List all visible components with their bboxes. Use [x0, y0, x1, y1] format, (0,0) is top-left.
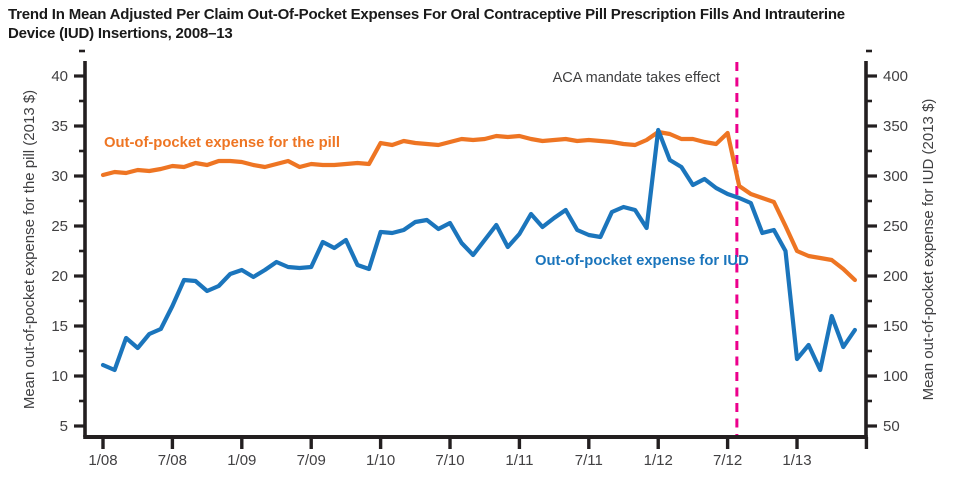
x-tick-label: 1/10: [366, 452, 395, 469]
y-right-axis-title: Mean out-of-pocket expense for IUD (2013…: [920, 99, 937, 401]
pill-series-line: [100, 129, 858, 283]
x-tick-label: 7/09: [297, 452, 326, 469]
y-left-tick-label: 40: [51, 68, 68, 85]
y-left-tick-label: 20: [51, 268, 68, 285]
y-right-tick-label: 250: [883, 218, 908, 235]
x-tick-label: 1/12: [644, 452, 673, 469]
y-right-tick-label: 300: [883, 168, 908, 185]
x-tick-label: 7/10: [435, 452, 464, 469]
x-tick-label: 1/11: [505, 452, 533, 469]
x-tick-label: 1/13: [782, 452, 811, 469]
y-right-tick-label: 150: [883, 318, 908, 335]
x-tick-label: 7/08: [158, 452, 187, 469]
x-tick-label: 7/11: [575, 452, 603, 469]
y-left-tick-label: 5: [60, 418, 68, 435]
y-left-tick-label: 15: [51, 318, 68, 335]
x-tick-label: 7/12: [713, 452, 742, 469]
iud-series-line: [100, 127, 858, 373]
iud-series-label: Out-of-pocket expense for IUD: [535, 253, 749, 269]
y-right-tick-label: 350: [883, 118, 908, 135]
y-left-axis-title: Mean out-of-pocket expense for the pill …: [21, 90, 38, 409]
y-right-tick-label: 100: [883, 368, 908, 385]
y-left-tick-label: 10: [51, 368, 68, 385]
chart-title-line2: Device (IUD) Insertions, 2008–13: [8, 25, 233, 42]
chart-title-line1: Trend In Mean Adjusted Per Claim Out-Of-…: [8, 6, 845, 23]
y-right-tick-label: 50: [883, 418, 900, 435]
x-tick-label: 1/09: [227, 452, 256, 469]
x-tick-label: 1/08: [88, 452, 117, 469]
y-left-tick-label: 35: [51, 118, 68, 135]
y-right-tick-label: 400: [883, 68, 908, 85]
y-left-tick-label: 25: [51, 218, 68, 235]
pill-series-label: Out-of-pocket expense for the pill: [104, 135, 340, 151]
y-left-tick-label: 30: [51, 168, 68, 185]
aca-annotation: ACA mandate takes effect: [553, 70, 720, 86]
chart-title: Trend In Mean Adjusted Per Claim Out-Of-…: [8, 5, 954, 43]
y-right-tick-label: 200: [883, 268, 908, 285]
